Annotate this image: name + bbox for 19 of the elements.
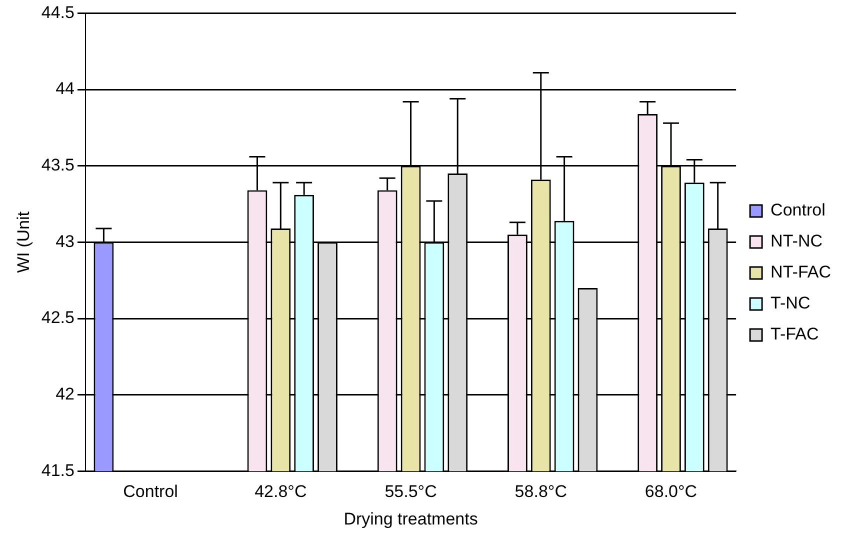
x-tick-label: 55.5°C xyxy=(384,482,437,502)
y-tick-label: 43 xyxy=(56,232,74,251)
legend-label: T-FAC xyxy=(770,324,819,344)
legend-label: T-NC xyxy=(770,294,810,313)
y-tick-label: 41.5 xyxy=(41,460,74,480)
y-tick-label: 42 xyxy=(56,384,74,404)
x-tick-label: 58.8°C xyxy=(514,482,567,502)
y-tick-label: 44 xyxy=(56,79,74,98)
x-tick-label: Control xyxy=(123,482,178,502)
x-tick-label: 42.8°C xyxy=(254,482,307,502)
y-tick-label: 44.5 xyxy=(41,2,74,22)
y-axis-title: WI (Unit xyxy=(14,211,33,273)
x-tick-label: 68.0°C xyxy=(644,482,698,502)
legend-label: NT-FAC xyxy=(770,262,832,282)
x-axis-title: Drying treatments xyxy=(344,509,478,528)
y-tick-label: 43.5 xyxy=(41,156,74,175)
y-tick-label: 42.5 xyxy=(41,308,74,328)
legend-label: NT-NC xyxy=(770,232,823,251)
legend-label: Control xyxy=(770,200,826,220)
